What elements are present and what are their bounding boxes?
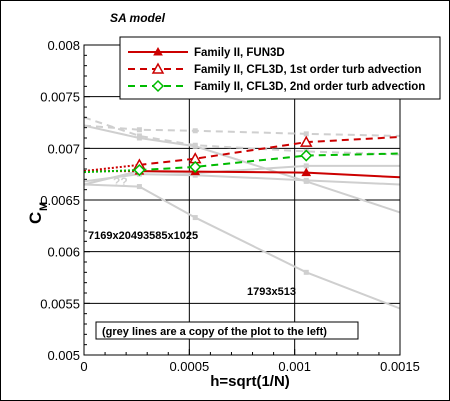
grey-square-marker: [303, 269, 309, 275]
grey-square-marker: [192, 215, 198, 221]
y-axis-label-subscript: M: [38, 202, 50, 211]
x-tick-label: 0: [80, 359, 87, 374]
series-marker: [133, 163, 146, 177]
grey-square-marker: [303, 131, 309, 137]
y-tick-label: 0.008: [47, 38, 80, 53]
legend-label: Family II, CFL3D, 2nd order turb advecti…: [194, 81, 425, 93]
series-extrapolation: [83, 169, 140, 174]
series-line: [139, 152, 401, 172]
grey-square-marker: [136, 127, 142, 133]
series-marker: [153, 46, 163, 56]
grid-size-label-coarse: 1793x513: [247, 286, 296, 298]
legend: Family II, FUN3D Family II, CFL3D, 1st or…: [119, 36, 441, 100]
series-marker: [151, 62, 165, 74]
series-extrapolation: [83, 163, 140, 173]
grid-size-label-medium: 3585x1025: [143, 230, 198, 242]
legend-label: Family II, CFL3D, 1st order turb advecti…: [194, 64, 422, 76]
x-tick-label: 0.001: [278, 359, 311, 374]
x-tick-label: 0.0005: [169, 359, 209, 374]
chart-title: SA model: [110, 11, 166, 25]
y-axis-label: C M: [26, 202, 50, 224]
grey-square-marker: [192, 172, 198, 178]
grey-square-marker: [303, 163, 309, 169]
x-tick-label: 0.0015: [380, 359, 420, 374]
grey-square-marker: [136, 184, 142, 190]
y-tick-label: 0.005: [47, 348, 80, 363]
series-marker: [299, 135, 313, 147]
series-line: [139, 170, 401, 179]
y-tick-label: 0.006: [47, 245, 80, 260]
grey-reference-line: [83, 124, 401, 137]
x-axis-label: h=sqrt(1/N): [210, 373, 290, 390]
y-tick-label: 0.0065: [40, 193, 80, 208]
series-marker: [300, 149, 313, 162]
y-axis-label-main: C: [26, 212, 45, 224]
series-marker: [189, 160, 202, 173]
legend-box: [119, 36, 441, 100]
series-marker: [151, 79, 165, 93]
grey-square-marker: [192, 143, 198, 149]
series-line: [139, 135, 401, 166]
grey-reference-line: [83, 183, 401, 310]
grey-reference-lines: [83, 116, 401, 310]
grey-square-marker: [303, 178, 309, 184]
annotations: 7169x2049 3585x1025 1793x513 ?? (grey li…: [88, 175, 359, 340]
grid-size-label-fine: 7169x2049: [88, 230, 143, 242]
question-mark-annotation: ??: [113, 175, 128, 189]
series-layer: [83, 135, 401, 179]
grey-square-marker: [136, 135, 142, 141]
y-tick-label: 0.0075: [40, 90, 80, 105]
note-box: [95, 321, 359, 340]
axis-ticks: 0 0.0005 0.001 0.0015 0.005 0.0055 0.006 0.0065…: [40, 38, 420, 374]
legend-label: Family II, FUN3D: [194, 47, 285, 59]
grey-reference-line: [83, 116, 401, 156]
series-marker: [301, 167, 312, 177]
grey-square-marker: [192, 128, 198, 134]
y-tick-label: 0.007: [47, 141, 80, 156]
grey-lines-note: (grey lines are a copy of the plot to th…: [102, 326, 327, 338]
y-tick-label: 0.0055: [40, 296, 80, 311]
grey-reference-line: [83, 124, 401, 214]
